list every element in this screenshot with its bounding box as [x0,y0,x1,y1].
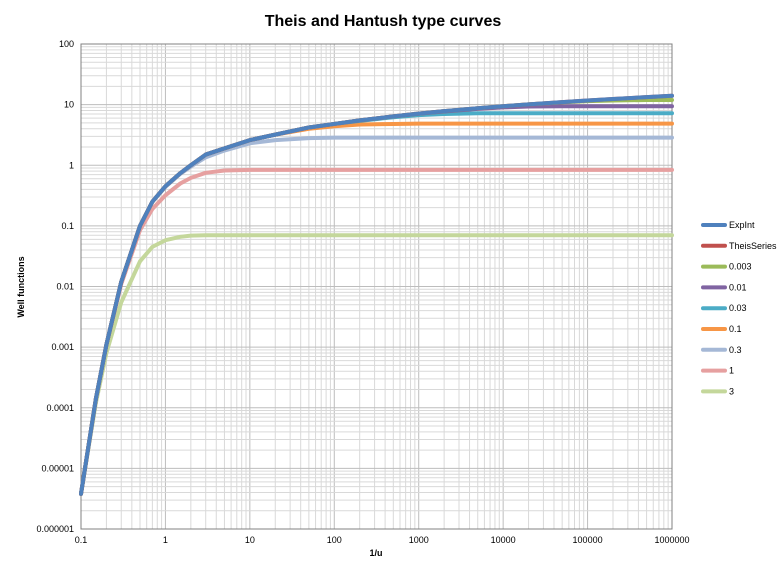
plot-area-border [80,43,673,530]
legend-label: 1 [729,366,734,376]
y-tick-label: 100 [59,39,74,49]
x-tick-label: 1000000 [654,535,689,545]
y-tick-label: 1 [69,160,74,170]
x-tick-label: 10 [245,535,255,545]
x-tick-label: 100 [327,535,342,545]
x-tick-label: 0.1 [75,535,88,545]
legend-label: 0.003 [729,262,752,272]
series-group [79,93,674,496]
x-axis-label: 1/u [369,548,382,558]
x-tick-label: 100000 [573,535,603,545]
y-axis-label: Well functions [16,256,26,317]
y-tick-label: 0.001 [51,342,74,352]
legend-label: 0.03 [729,303,747,313]
x-tick-label: 10000 [491,535,516,545]
y-tick-label: 0.1 [61,221,74,231]
series-line-ExpInt [79,93,674,496]
x-tick-label: 1000 [409,535,429,545]
legend-label: ExpInt [729,220,755,230]
series-line-3 [79,233,674,496]
y-tick-label: 0.0001 [46,403,74,413]
x-tick-label: 1 [163,535,168,545]
legend-label: 0.1 [729,324,742,334]
legend-label: 0.3 [729,345,742,355]
legend-label: TheisSeries [729,241,777,251]
y-tick-label: 0.01 [56,282,74,292]
series-line-1 [79,167,674,496]
chart-title: Theis and Hantush type curves [265,13,502,30]
y-tick-label: 0.000001 [36,524,74,534]
x-axis-ticks: 0.1 1 10 100 1000 10000 100000 1000000 [75,535,690,545]
y-axis-ticks: 0.000001 0.00001 0.0001 0.001 0.01 0.1 1 10 100 [36,39,74,534]
y-tick-label: 0.00001 [41,463,74,473]
y-tick-label: 10 [64,100,74,110]
legend: ExpInt TheisSeries 0.003 0.01 0.03 0.1 0.3 1 3 [701,220,777,396]
legend-label: 3 [729,386,734,396]
legend-label: 0.01 [729,282,747,292]
